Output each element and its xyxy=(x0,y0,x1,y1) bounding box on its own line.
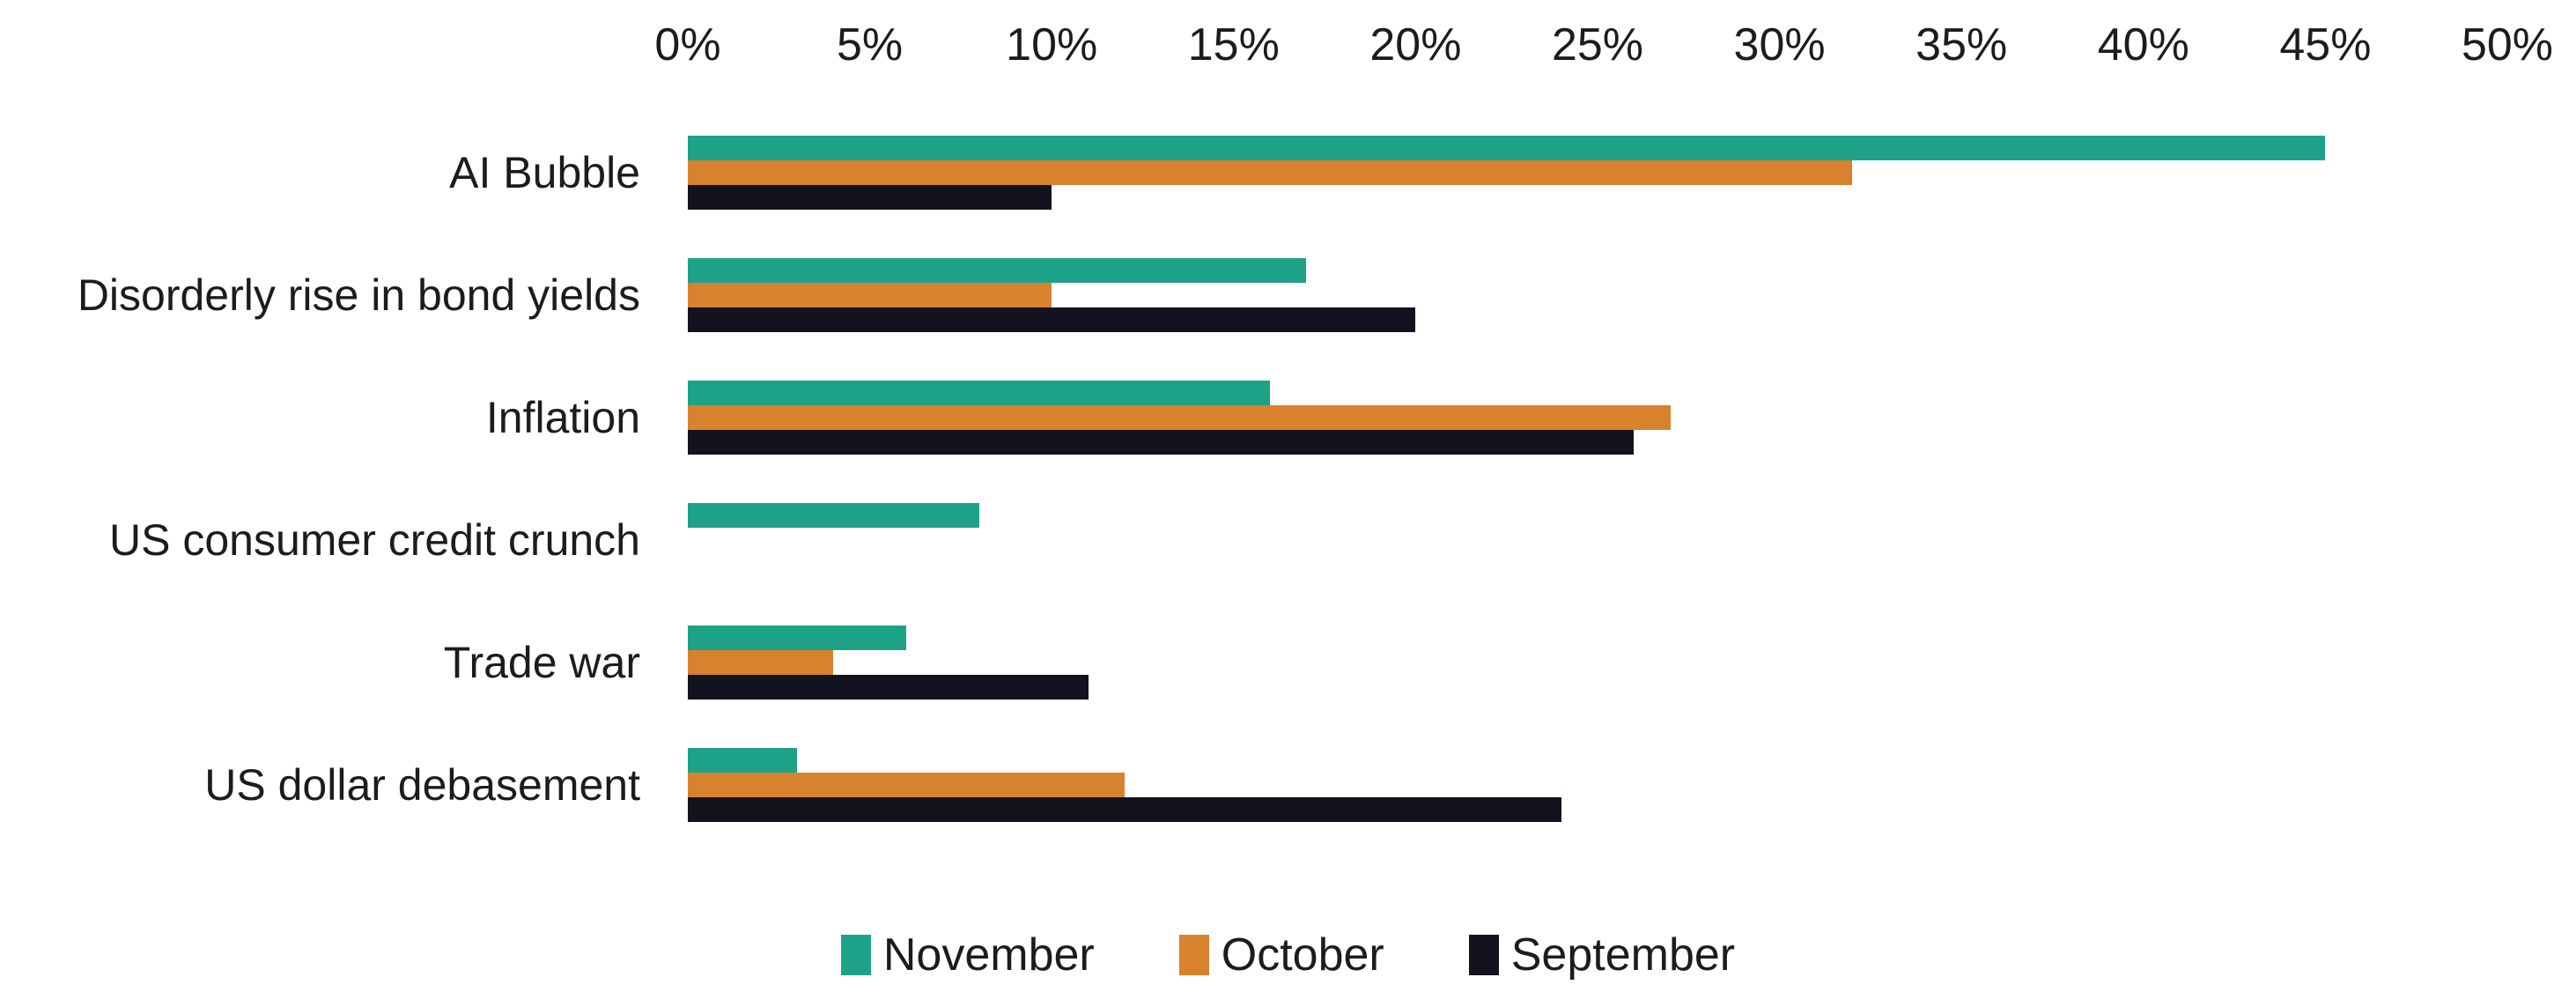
x-axis-tick-label: 5% xyxy=(837,19,904,70)
category-row: AI Bubble xyxy=(0,136,2576,258)
bar-september xyxy=(688,185,1052,210)
plot-rows: AI Bubble Disorderly rise in bond yields I… xyxy=(0,136,2576,870)
bar-november xyxy=(688,136,2326,160)
x-axis-tick-label: 50% xyxy=(2461,19,2554,70)
category-row: Trade war xyxy=(0,626,2576,748)
bar-november xyxy=(688,258,1307,283)
bar-november xyxy=(688,748,797,773)
bar-november xyxy=(688,503,979,528)
category-row: US consumer credit crunch xyxy=(0,503,2576,626)
bar-september xyxy=(688,430,1635,455)
category-row: Disorderly rise in bond yields xyxy=(0,258,2576,381)
september-swatch-icon xyxy=(1468,935,1499,975)
bar-november xyxy=(688,626,906,650)
category-label: Trade war xyxy=(443,638,640,687)
bar-group xyxy=(688,748,2507,822)
legend-item-november: November xyxy=(840,929,1095,981)
legend-label-october: October xyxy=(1221,929,1384,981)
legend-label-november: November xyxy=(882,929,1095,981)
legend-item-october: October xyxy=(1178,929,1384,981)
bar-group xyxy=(688,258,2507,332)
x-axis-tick-label: 40% xyxy=(2097,19,2189,70)
legend: November October September xyxy=(0,923,2576,987)
bar-september xyxy=(688,307,1416,332)
legend-label-september: September xyxy=(1510,929,1736,981)
bar-group xyxy=(688,626,2507,700)
category-label: Inflation xyxy=(485,393,640,442)
bar-group xyxy=(688,381,2507,455)
x-axis-tick-label: 15% xyxy=(1187,19,1280,70)
category-label: US consumer credit crunch xyxy=(108,515,640,565)
bar-november xyxy=(688,381,1271,405)
x-axis: 0% 5% 10% 15% 20% 25% 30% 35% 40% 45% 50% xyxy=(654,12,2553,78)
bar-october xyxy=(688,773,1125,797)
x-axis-tick-label: 25% xyxy=(1551,19,1644,70)
bar-october xyxy=(688,160,1853,185)
october-swatch-icon xyxy=(1178,935,1209,975)
bar-group xyxy=(688,136,2507,210)
category-label: AI Bubble xyxy=(449,148,640,197)
bar-october xyxy=(688,650,834,675)
x-axis-tick-label: 0% xyxy=(654,19,721,70)
x-axis-tick-label: 35% xyxy=(1915,19,2008,70)
x-axis-tick-label: 45% xyxy=(2279,19,2372,70)
x-axis-tick-label: 20% xyxy=(1369,19,1462,70)
bar-october xyxy=(688,283,1052,307)
legend-item-september: September xyxy=(1468,929,1736,981)
x-axis-tick-label: 10% xyxy=(1006,19,1098,70)
x-axis-tick-label: 30% xyxy=(1733,19,1826,70)
category-row: Inflation xyxy=(0,381,2576,503)
bar-october xyxy=(688,405,1671,430)
category-label: US dollar debasement xyxy=(204,760,640,810)
category-row: US dollar debasement xyxy=(0,748,2576,870)
november-swatch-icon xyxy=(840,935,871,975)
bar-september xyxy=(688,797,1561,822)
category-label: Disorderly rise in bond yields xyxy=(77,270,640,320)
bar-group xyxy=(688,503,2507,577)
bar-september xyxy=(688,675,1089,700)
